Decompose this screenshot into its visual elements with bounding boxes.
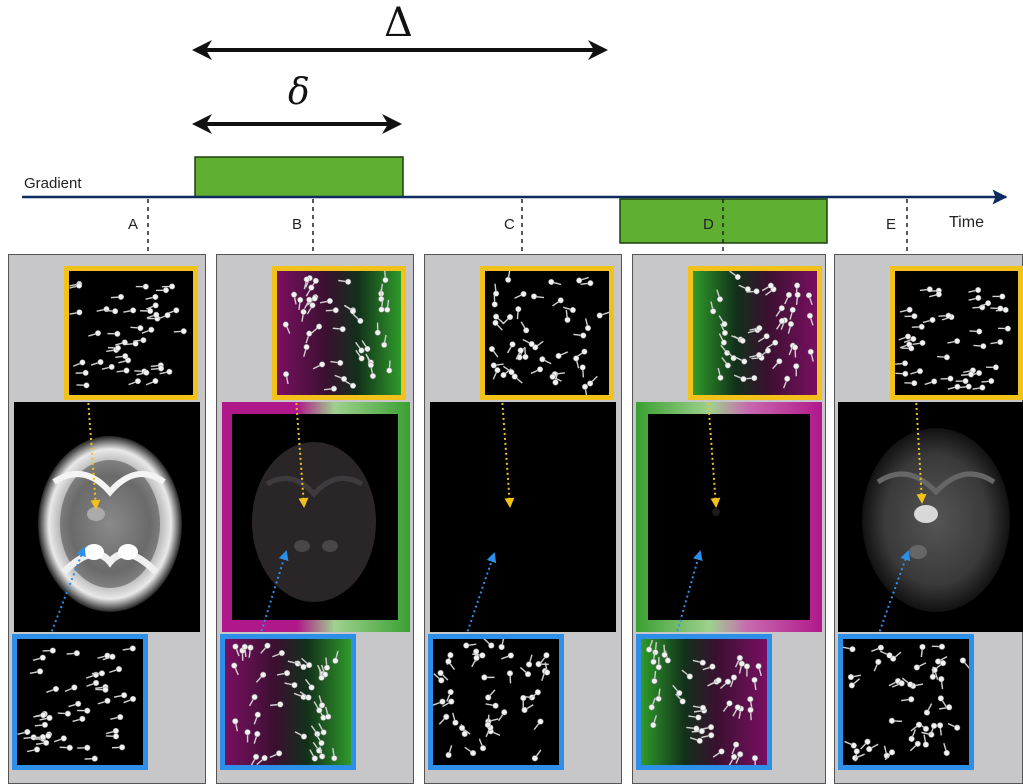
timepoint-c-label: C <box>504 216 515 233</box>
spin-inset-bottom-c <box>428 634 564 770</box>
spin-inset-top-d <box>688 266 822 400</box>
brain-scan-e <box>838 402 1023 632</box>
big-delta-symbol: Δ <box>384 0 413 46</box>
small-delta-symbol: δ <box>288 72 310 113</box>
timepoint-a-label: A <box>128 216 138 233</box>
timepoint-e-label: E <box>886 216 896 233</box>
timepoint-b-label: B <box>292 216 302 233</box>
brain-scan-a <box>14 402 200 632</box>
spin-inset-top-c <box>480 266 614 400</box>
brain-scan-d <box>648 414 810 620</box>
spin-inset-top-b <box>272 266 406 400</box>
timepoint-d-label: D <box>703 216 714 233</box>
brain-scan-c <box>430 402 616 632</box>
brain-scan-b <box>232 414 398 620</box>
spin-inset-bottom-e <box>838 634 974 770</box>
gradient-pulse-1 <box>195 157 403 197</box>
gradient-pulse-2 <box>620 199 827 243</box>
spin-inset-bottom-a <box>12 634 148 770</box>
gradient-label: Gradient <box>24 175 82 192</box>
spin-inset-bottom-b <box>220 634 356 770</box>
time-label: Time <box>949 214 984 232</box>
spin-inset-bottom-d <box>636 634 772 770</box>
spin-inset-top-e <box>890 266 1023 400</box>
spin-inset-top-a <box>64 266 198 400</box>
